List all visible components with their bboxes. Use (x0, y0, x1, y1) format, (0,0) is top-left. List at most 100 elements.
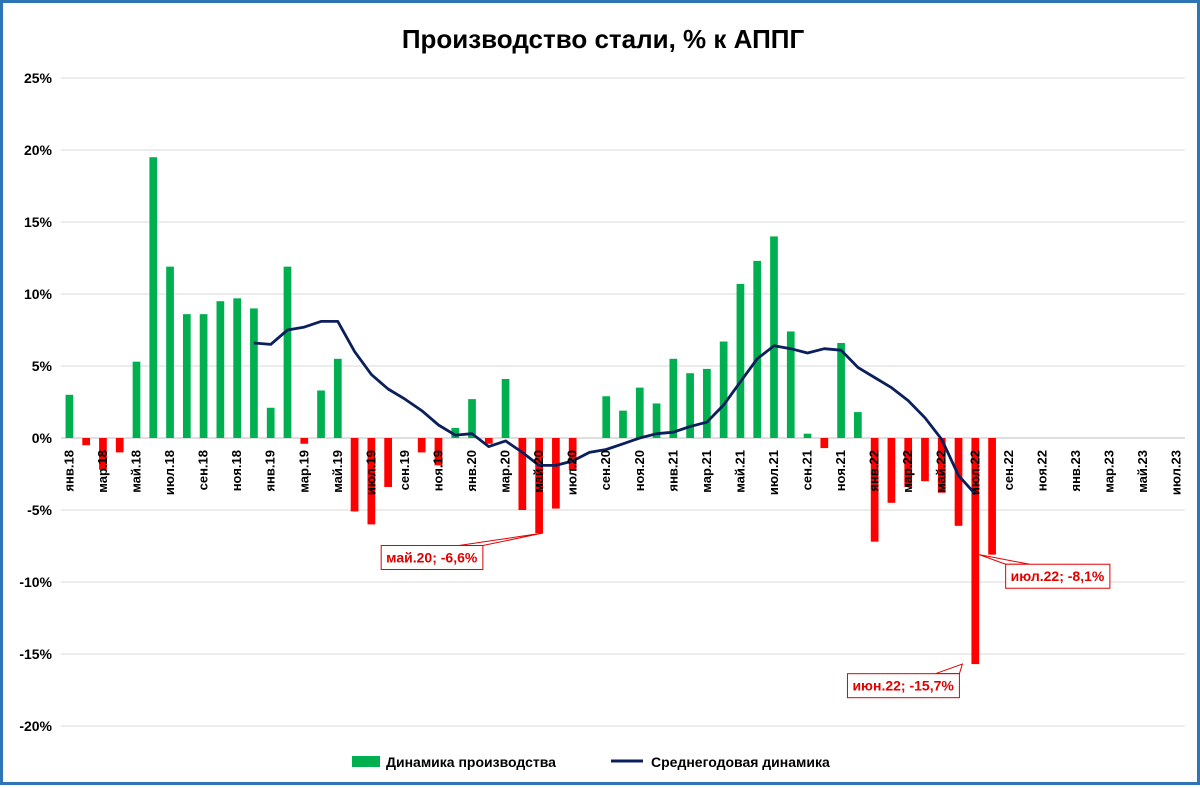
x-tick-label: мар.20 (498, 450, 513, 493)
annotation-pointer (978, 554, 1030, 565)
bar (820, 438, 829, 449)
bar (753, 260, 762, 438)
annotation-callout: май.20; -6,6% (380, 532, 544, 571)
x-tick-label: май.23 (1135, 450, 1150, 493)
x-axis-ticks: янв.18 мар.18 май.18 июл.18 сен.18 ноя.18 янв.… (61, 450, 1183, 495)
x-tick-label: ноя.22 (1034, 450, 1049, 491)
y-tick-label: 0% (32, 430, 53, 446)
bar (937, 438, 946, 493)
bar (736, 283, 745, 438)
bars (65, 157, 996, 665)
y-tick-label: 10% (24, 286, 53, 302)
bar (65, 394, 74, 438)
x-tick-label: июл.18 (162, 450, 177, 495)
bar (149, 157, 158, 438)
bar (216, 301, 225, 438)
y-tick-label: -5% (27, 502, 52, 518)
x-tick-label: янв.20 (464, 450, 479, 492)
x-tick-label: янв.21 (665, 450, 680, 492)
bar (803, 433, 812, 438)
x-tick-label: мар.18 (95, 450, 110, 493)
x-tick-label: июл.21 (766, 450, 781, 495)
bar (854, 412, 862, 438)
bar (350, 438, 359, 512)
bar (233, 298, 242, 438)
bar (82, 438, 91, 446)
bar (602, 396, 611, 438)
bar (468, 399, 476, 438)
bar (283, 266, 292, 438)
bar (904, 438, 913, 487)
x-tick-label: май.19 (330, 450, 345, 493)
legend-label-production: Динамика производства (386, 754, 556, 770)
bar (971, 438, 980, 665)
bar (686, 373, 694, 438)
bar (182, 314, 191, 438)
y-axis-ticks: -20% -15% -10% -5% 0% 5% 10% 15% 20% 25% (19, 70, 52, 734)
bar (317, 390, 325, 438)
bar (635, 387, 644, 438)
annotation-label: июл.22; -8,1% (1011, 568, 1105, 584)
y-tick-label: -20% (19, 718, 52, 734)
x-tick-label: ноя.19 (430, 450, 445, 491)
x-tick-label: июл.23 (1169, 450, 1184, 495)
annotation-pointer (458, 532, 544, 547)
x-tick-label: июл.20 (565, 450, 580, 495)
bar (837, 342, 845, 438)
annotation-callout: июн.22; -15,7% (846, 663, 964, 699)
x-tick-label: май.18 (128, 450, 143, 493)
legend: Динамика производства Среднегодовая дина… (352, 754, 830, 770)
bar (384, 438, 392, 487)
bar (719, 341, 728, 438)
annotation-label: июн.22; -15,7% (852, 678, 954, 694)
bar (518, 438, 527, 510)
bar (870, 438, 879, 542)
bar (333, 358, 342, 438)
x-tick-label: сен.18 (196, 450, 211, 490)
bar (652, 403, 661, 438)
bar (484, 438, 493, 444)
x-tick-label: июл.19 (363, 450, 378, 495)
gridlines (61, 77, 1185, 727)
bar (451, 427, 460, 438)
x-tick-label: май.22 (934, 450, 949, 493)
x-tick-label: мар.22 (900, 450, 915, 493)
x-tick-label: мар.21 (699, 450, 714, 493)
bar (619, 410, 627, 438)
annotation-pointer (935, 663, 964, 675)
bar (568, 438, 577, 470)
x-tick-label: янв.23 (1068, 450, 1083, 492)
x-tick-label: ноя.20 (632, 450, 647, 491)
x-tick-label: май.21 (732, 450, 747, 493)
bar (770, 236, 778, 438)
x-tick-label: янв.22 (867, 450, 882, 492)
bar (921, 438, 929, 482)
annotation-box (846, 673, 960, 699)
average-line (253, 320, 977, 496)
bar (786, 331, 795, 438)
x-tick-label: янв.18 (61, 450, 76, 492)
bar (501, 378, 510, 438)
bar (669, 358, 678, 438)
bar (300, 438, 309, 444)
x-tick-label: мар.19 (296, 450, 311, 493)
legend-swatch-production (352, 756, 380, 767)
bar (434, 438, 443, 466)
bar (199, 314, 208, 438)
y-tick-label: 20% (24, 142, 53, 158)
x-tick-label: сен.22 (1001, 450, 1016, 490)
y-tick-label: 15% (24, 214, 53, 230)
average-line-layer (253, 320, 977, 496)
bar (954, 438, 963, 526)
bar (887, 438, 896, 503)
bar (166, 266, 174, 438)
bar (132, 361, 141, 438)
x-tick-label: ноя.18 (229, 450, 244, 491)
x-tick-label: сен.19 (397, 450, 412, 490)
x-tick-label: янв.19 (263, 450, 278, 492)
x-tick-label: ноя.21 (833, 450, 848, 491)
x-tick-label: сен.20 (598, 450, 613, 490)
annotation-callout: июл.22; -8,1% (978, 554, 1111, 589)
x-tick-label: мар.23 (1102, 450, 1117, 493)
